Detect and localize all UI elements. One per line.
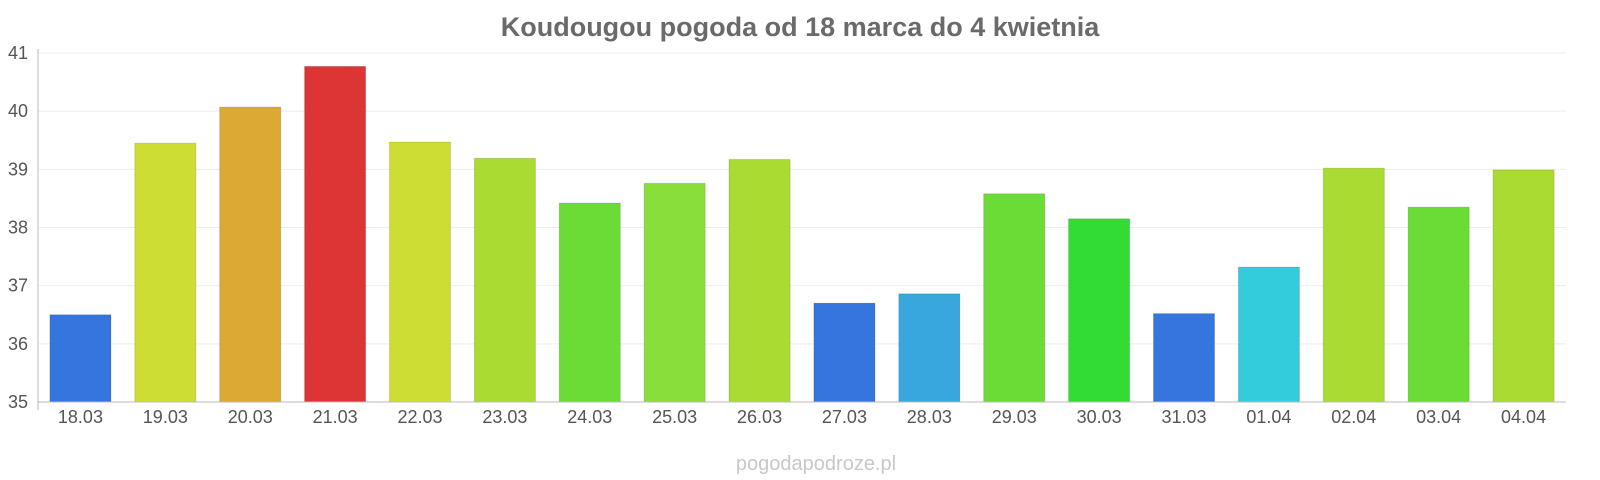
bar-22.03: [388, 141, 452, 403]
x-tick-label: 30.03: [1077, 407, 1122, 427]
bar-24.03: [558, 202, 621, 403]
watermark-text: pogodapodroze.pl: [736, 453, 896, 475]
x-tick-label: 01.04: [1246, 407, 1291, 427]
x-tick-label: 20.03: [228, 407, 273, 427]
bar-23.03: [473, 157, 536, 403]
bar-layer: [49, 65, 1555, 403]
bar-19.03: [134, 142, 197, 403]
x-tick-label: 18.03: [58, 407, 103, 427]
bar-30.03: [1068, 218, 1131, 403]
y-tick-label: 36: [8, 334, 28, 354]
bar-25.03: [643, 182, 706, 403]
x-axis-ticks: 18.03 19.03 20.03 21.03 22.03 23.03 24.03 25.03…: [58, 407, 1546, 427]
bar-03.04: [1407, 206, 1470, 403]
y-tick-label: 40: [8, 101, 28, 121]
bar-02.04: [1322, 167, 1385, 403]
x-tick-label: 02.04: [1331, 407, 1376, 427]
bar-29.03: [983, 193, 1046, 403]
x-tick-label: 26.03: [737, 407, 782, 427]
bar-21.03: [304, 65, 367, 403]
x-tick-label: 27.03: [822, 407, 867, 427]
x-tick-label: 28.03: [907, 407, 952, 427]
bar-04.04: [1492, 169, 1555, 403]
chart-title: Koudougou pogoda od 18 marca do 4 kwietn…: [501, 12, 1101, 42]
y-tick-label: 38: [8, 218, 28, 238]
x-tick-label: 03.04: [1416, 407, 1461, 427]
y-tick-label: 41: [8, 43, 28, 63]
x-tick-label: 25.03: [652, 407, 697, 427]
bar-20.03: [219, 106, 282, 403]
bar-31.03: [1152, 313, 1216, 403]
bar-18.03: [49, 314, 112, 403]
x-tick-label: 24.03: [567, 407, 612, 427]
x-tick-label: 04.04: [1501, 407, 1546, 427]
bar-26.03: [728, 158, 791, 403]
y-axis-ticks: 35 36 37 38 39 40 41: [8, 43, 28, 412]
x-tick-label: 19.03: [143, 407, 188, 427]
x-tick-label: 29.03: [992, 407, 1037, 427]
x-tick-label: 22.03: [397, 407, 442, 427]
y-tick-label: 39: [8, 159, 28, 179]
bar-01.04: [1237, 266, 1300, 403]
y-tick-label: 35: [8, 392, 28, 412]
y-tick-label: 37: [8, 276, 28, 296]
x-tick-label: 23.03: [482, 407, 527, 427]
bar-27.03: [813, 302, 876, 403]
x-tick-label: 21.03: [313, 407, 358, 427]
x-tick-label: 31.03: [1161, 407, 1206, 427]
bar-28.03: [898, 293, 961, 403]
grid-layer: [38, 52, 1566, 403]
